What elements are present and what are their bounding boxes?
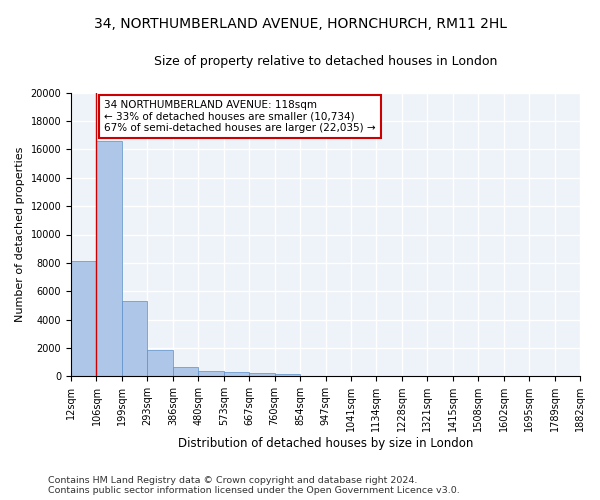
Text: Contains HM Land Registry data © Crown copyright and database right 2024.
Contai: Contains HM Land Registry data © Crown c…: [48, 476, 460, 495]
Title: Size of property relative to detached houses in London: Size of property relative to detached ho…: [154, 55, 497, 68]
Bar: [122, 301, 148, 376]
Text: 34 NORTHUMBERLAND AVENUE: 118sqm
← 33% of detached houses are smaller (10,734)
6: 34 NORTHUMBERLAND AVENUE: 118sqm ← 33% o…: [104, 100, 376, 133]
Bar: [97, 141, 122, 376]
X-axis label: Distribution of detached houses by size in London: Distribution of detached houses by size …: [178, 437, 473, 450]
Y-axis label: Number of detached properties: Number of detached properties: [15, 147, 25, 322]
Text: 34, NORTHUMBERLAND AVENUE, HORNCHURCH, RM11 2HL: 34, NORTHUMBERLAND AVENUE, HORNCHURCH, R…: [94, 18, 506, 32]
Bar: [173, 367, 198, 376]
Bar: [275, 374, 300, 376]
Bar: [148, 350, 173, 376]
Bar: [224, 372, 249, 376]
Bar: [198, 372, 224, 376]
Bar: [71, 262, 97, 376]
Bar: [249, 373, 275, 376]
